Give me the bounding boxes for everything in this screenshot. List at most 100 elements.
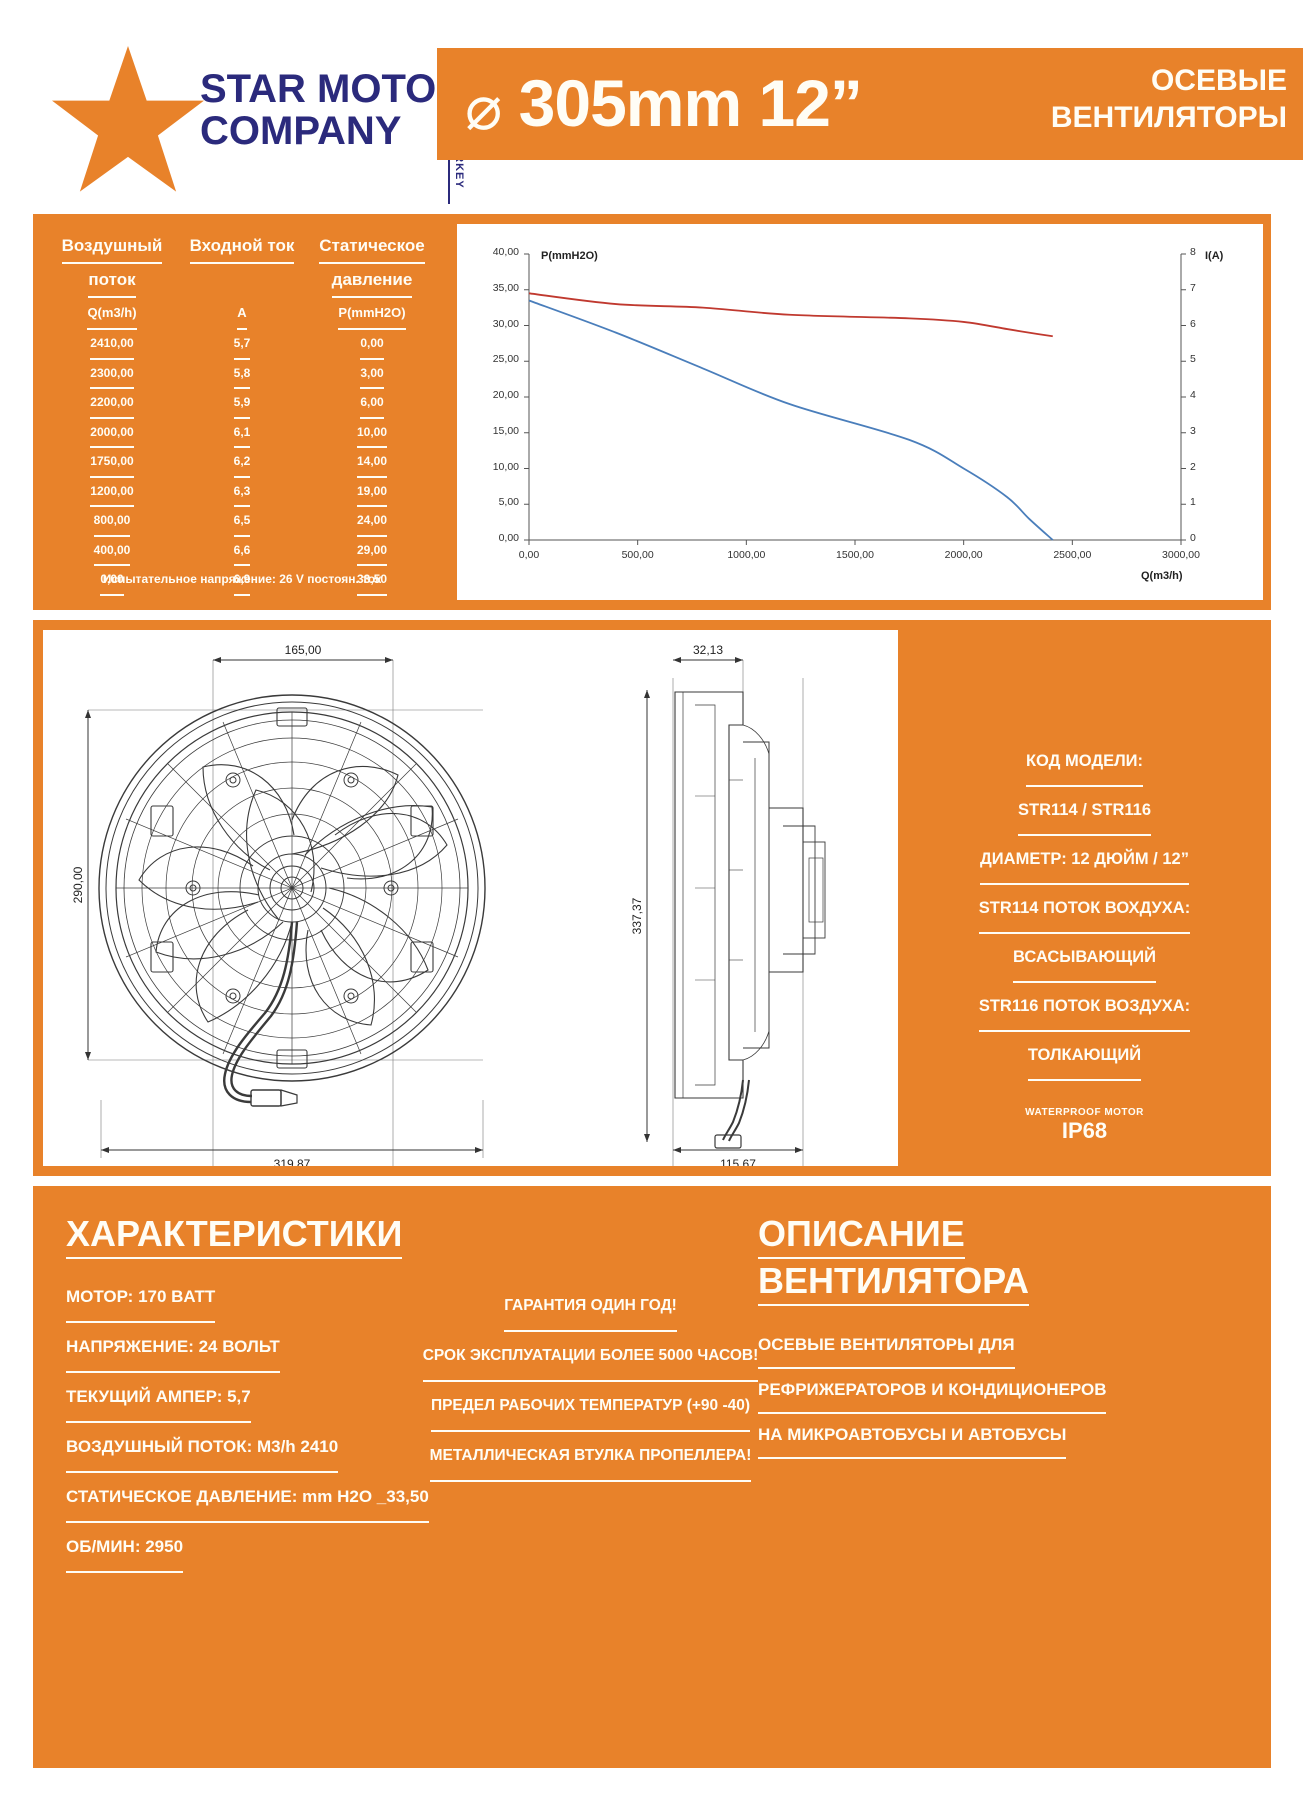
chart-x-tick: 1500,00 <box>836 549 874 561</box>
table-cell: 800,00 <box>93 507 131 537</box>
table-cell: 3,00 <box>360 360 384 389</box>
chart-y-tick: 0,00 <box>498 532 519 544</box>
performance-table-body: Воздушный Входной ток Статическое поток … <box>47 230 437 596</box>
characteristics-item: ОБ/МИН: 2950 <box>66 1523 496 1573</box>
description-title-line1: ОПИСАНИЕ <box>758 1212 965 1259</box>
description-item: ОСЕВЫЕ ВЕНТИЛЯТОРЫ ДЛЯ <box>758 1324 1248 1369</box>
table-data-rows: 2410,00 5,7 0,00 2300,00 5,8 3,00 2200,00 5,9 6,… <box>47 330 437 596</box>
logo-wordmark: STAR MOTOR COMPANY <box>200 67 466 153</box>
svg-text:290,00: 290,00 <box>71 866 85 903</box>
table-cell: 24,00 <box>356 507 388 537</box>
characteristics-item: СТАТИЧЕСКОЕ ДАВЛЕНИЕ: mm H2O _33,50 <box>66 1473 496 1523</box>
table-row: 1200,00 6,3 19,00 <box>47 478 437 507</box>
table-cell: 6,6 <box>233 537 251 566</box>
table-unit-row: Q(m3/h) A P(mmH2O) <box>47 298 437 330</box>
description-title-line2: ВЕНТИЛЯТОРА <box>758 1259 1029 1306</box>
table-header-row-1: Воздушный Входной ток Статическое <box>47 230 437 264</box>
model-info-line: ДИАМЕТР: 12 ДЮЙМ / 12” <box>908 836 1261 885</box>
company-logo: STAR MOTOR COMPANY MADE IN TURKEY <box>30 28 465 204</box>
model-info-text: STR116 ПОТОК ВОЗДУХА: <box>978 983 1191 1032</box>
table-cell: 2410,00 <box>90 330 134 360</box>
col-header-pressure-l1: Статическое <box>319 230 425 264</box>
model-info-lines: КОД МОДЕЛИ: STR114 / STR116 ДИАМЕТР: 12 ДЮ… <box>908 630 1261 1081</box>
chart-x-axis-label: Q(m3/h) <box>1141 570 1183 582</box>
table-cell: 6,5 <box>233 507 251 537</box>
svg-text:319,87: 319,87 <box>274 1157 311 1166</box>
chart-x-tick: 3000,00 <box>1162 549 1200 561</box>
ip-rating-value: IP68 <box>1061 1118 1108 1143</box>
table-cell: 6,1 <box>233 419 251 448</box>
model-info-line: STR114 ПОТОК ВОХДУХА: <box>908 885 1261 934</box>
col-unit-pressure: P(mmH2O) <box>338 298 406 330</box>
table-row: 2000,00 6,1 10,00 <box>47 419 437 448</box>
table-cell: 33,50 <box>356 566 388 596</box>
table-header-row-2: поток давление <box>47 264 437 298</box>
col-unit-current: A <box>237 298 247 330</box>
svg-text:165,00: 165,00 <box>285 643 322 657</box>
chart-x-tick: 2500,00 <box>1053 549 1092 561</box>
description-item-text: НА МИКРОАВТОБУСЫ И АВТОБУСЫ <box>758 1414 1067 1459</box>
banner-category-line1: ОСЕВЫЕ <box>1150 64 1287 97</box>
description-item: НА МИКРОАВТОБУСЫ И АВТОБУСЫ <box>758 1414 1248 1459</box>
col-header-pressure-l2: давление <box>331 264 413 298</box>
middle-note-item-text: ПРЕДЕЛ РАБОЧИХ ТЕМПЕРАТУР (+90 -40) <box>430 1382 751 1432</box>
chart-y2-tick: 1 <box>1190 496 1196 509</box>
table-cell: 6,00 <box>360 389 384 419</box>
model-info-text: КОД МОДЕЛИ: <box>1025 738 1144 787</box>
chart-y2-tick: 0 <box>1190 532 1196 544</box>
characteristics-item-text: ВОЗДУШНЫЙ ПОТОК: M3/h 2410 <box>66 1423 339 1473</box>
chart-x-tick: 1000,00 <box>727 549 766 561</box>
col-header-flow-l1: Воздушный <box>61 230 163 264</box>
table-row: 800,00 6,5 24,00 <box>47 507 437 537</box>
table-cell: 6,9 <box>233 566 251 596</box>
banner-size-title: ⌀ 305mm 12” <box>465 60 863 152</box>
description-item-text: ОСЕВЫЕ ВЕНТИЛЯТОРЫ ДЛЯ <box>758 1324 1015 1369</box>
chart-y-tick: 5,00 <box>498 496 519 509</box>
chart-y-tick: 10,00 <box>492 460 519 473</box>
diameter-icon: ⌀ <box>465 74 502 143</box>
chart-y-axis-label: P(mmH2O) <box>541 250 598 262</box>
logo-line-1: STAR MOTOR <box>200 67 466 111</box>
table-cell: 2200,00 <box>90 389 134 419</box>
waterproof-label: WATERPROOF MOTOR <box>1025 1107 1144 1118</box>
table-cell: 5,8 <box>233 360 251 389</box>
characteristics-item: МОТОР: 170 BATT <box>66 1273 496 1323</box>
page-header: STAR MOTOR COMPANY MADE IN TURKEY ⌀ 305m… <box>0 0 1303 204</box>
middle-notes-items: ГАРАНТИЯ ОДИН ГОД! СРОК ЭКСПЛУАТАЦИИ БОЛЕ… <box>418 1282 763 1482</box>
table-cell: 5,7 <box>233 330 251 360</box>
middle-notes-section: ГАРАНТИЯ ОДИН ГОД! СРОК ЭКСПЛУАТАЦИИ БОЛЕ… <box>418 1282 763 1482</box>
chart-y2-tick: 3 <box>1190 424 1196 437</box>
performance-chart: P(mmH2O) I(A) Q(m3/h) 0,00 5,00 10,00 15,00… <box>457 224 1263 600</box>
description-section: ОПИСАНИЕ ВЕНТИЛЯТОРА ОСЕВЫЕ ВЕНТИЛЯТОРЫ … <box>758 1212 1248 1459</box>
table-row: 2200,00 5,9 6,00 <box>47 389 437 419</box>
chart-svg <box>524 253 1186 545</box>
chart-y-tick: 15,00 <box>492 424 519 437</box>
table-cell: 2300,00 <box>90 360 134 389</box>
description-item: РЕФРИЖЕРАТОРОВ И КОНДИЦИОНЕРОВ <box>758 1369 1248 1414</box>
description-items: ОСЕВЫЕ ВЕНТИЛЯТОРЫ ДЛЯ РЕФРИЖЕРАТОРОВ И К… <box>758 1324 1248 1459</box>
star-icon <box>52 46 204 192</box>
characteristics-item: ТЕКУЩИЙ АМПЕР: 5,7 <box>66 1373 496 1423</box>
test-voltage-note: Испытательное напряжение: 26 V постоян. … <box>102 572 382 586</box>
description-item-text: РЕФРИЖЕРАТОРОВ И КОНДИЦИОНЕРОВ <box>758 1369 1107 1414</box>
waterproof-badge: WATERPROOF MOTOR IP68 <box>908 1107 1261 1144</box>
middle-note-item: ГАРАНТИЯ ОДИН ГОД! <box>418 1282 763 1332</box>
table-row: 2300,00 5,8 3,00 <box>47 360 437 389</box>
chart-y2-tick: 5 <box>1190 353 1196 366</box>
table-row: 0,00 6,9 33,50 <box>47 566 437 596</box>
table-cell: 10,00 <box>356 419 388 448</box>
chart-y2-tick: 8 <box>1190 246 1196 258</box>
specifications-panel: ХАРАКТЕРИСТИКИ МОТОР: 170 BATT НАПРЯЖЕНИЕ… <box>33 1186 1271 1768</box>
table-row: 400,00 6,6 29,00 <box>47 537 437 566</box>
table-cell: 6,2 <box>233 448 251 478</box>
logo-line-2: COMPANY <box>200 109 402 153</box>
model-info-line: КОД МОДЕЛИ: <box>908 738 1261 787</box>
col-header-flow-l2: поток <box>88 264 136 298</box>
svg-text:337,37: 337,37 <box>630 897 644 934</box>
model-info-line: ТОЛКАЮЩИЙ <box>908 1032 1261 1081</box>
table-cell: 1750,00 <box>90 448 134 478</box>
chart-series-line <box>528 299 1054 541</box>
characteristics-item-text: ТЕКУЩИЙ АМПЕР: 5,7 <box>66 1373 251 1423</box>
characteristics-item-text: СТАТИЧЕСКОЕ ДАВЛЕНИЕ: mm H2O _33,50 <box>66 1473 429 1523</box>
